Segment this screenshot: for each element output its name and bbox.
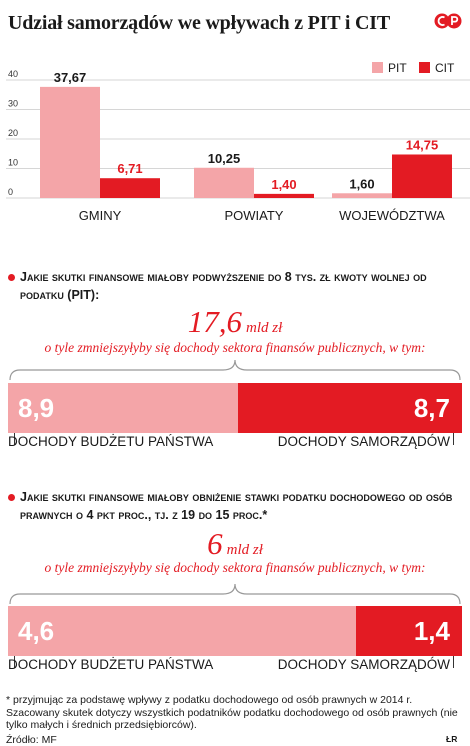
cit-label-state-budget: DOCHODY BUDŻETU PAŃSTWA — [8, 657, 214, 672]
source-note: Źródło: MF — [6, 734, 57, 746]
y-tick-label: 40 — [8, 69, 18, 79]
segment-local-gov: 1,4 — [356, 606, 462, 656]
cit-subtitle: o tyle zmniejszyłyby się dochody sektora… — [44, 560, 426, 575]
section-pit-heading: Jakie skutki finansowe miałoby podwyższe… — [20, 270, 427, 302]
pit-total-line: 17,6 mld zł — [0, 304, 470, 340]
bar-cit — [100, 178, 160, 198]
data-label: 1,40 — [271, 177, 296, 192]
y-tick-label: 30 — [8, 99, 18, 109]
category-label: POWIATY — [225, 208, 284, 223]
data-label: 6,71 — [117, 161, 142, 176]
chart-title: Udział samorządów we wpływach z PIT i CI… — [8, 12, 390, 34]
bar-pit — [194, 167, 254, 198]
segment-value: 8,7 — [413, 393, 450, 423]
y-tick-label: 20 — [8, 128, 18, 138]
pit-split-bar: 8,9 8,7 — [8, 383, 462, 433]
category-label: WOJEWÓDZTWA — [339, 208, 445, 223]
tick-left-pit — [14, 433, 15, 445]
section-cit-heading: Jakie skutki finansowe miałoby obniżenie… — [20, 490, 453, 522]
pit-label-state-budget: DOCHODY BUDŻETU PAŃSTWA — [8, 434, 214, 449]
y-tick-label: 10 — [8, 158, 18, 168]
legend-label-cit: CIT — [435, 61, 455, 75]
segment-value: 8,9 — [18, 393, 55, 423]
legend-swatch-cit — [419, 62, 430, 73]
data-label: 10,25 — [208, 151, 241, 166]
data-label: 37,67 — [54, 70, 87, 85]
bar-pit — [332, 193, 392, 198]
segment-value: 1,4 — [413, 616, 450, 646]
segment-state-budget: 4,6 — [8, 606, 357, 656]
legend-swatch-pit — [372, 62, 383, 73]
publisher-logo — [434, 12, 462, 30]
segment-value: 4,6 — [18, 616, 55, 646]
data-label: 1,60 — [349, 176, 374, 191]
cit-label-local-gov: DOCHODY SAMORZĄDÓW — [277, 657, 450, 672]
pit-subtitle: o tyle zmniejszyłyby się dochody sektora… — [44, 340, 426, 355]
footnote: * przyjmując za podstawę wpływy z podatk… — [6, 694, 458, 731]
bar-cit — [254, 193, 314, 198]
legend-label-pit: PIT — [388, 61, 407, 75]
pit-total-value: 17,6 — [187, 304, 242, 339]
author-initials: ŁR — [446, 734, 458, 744]
bar-cit — [392, 154, 452, 198]
data-label: 14,75 — [406, 137, 439, 152]
cit-brace — [9, 583, 461, 605]
pit-total-unit: mld zł — [245, 320, 283, 336]
tick-right-cit — [453, 656, 454, 668]
tick-right-pit — [453, 433, 454, 445]
segment-local-gov: 8,7 — [237, 383, 462, 433]
bullet-dot — [8, 274, 15, 281]
cit-total-line: 6 mld zł — [0, 526, 470, 562]
bar-pit — [40, 86, 100, 198]
tick-left-cit — [14, 656, 15, 668]
bullet-dot — [8, 494, 15, 501]
pit-label-local-gov: DOCHODY SAMORZĄDÓW — [277, 434, 450, 449]
cit-total-unit: mld zł — [226, 542, 263, 558]
category-label: GMINY — [79, 208, 122, 223]
cit-total-value: 6 — [207, 526, 223, 561]
grouped-bar-chart: PIT CIT 0 10 20 30 40 37,67 6,71 10,25 1,40 1,60… — [6, 61, 470, 223]
cit-split-bar: 4,6 1,4 — [8, 606, 462, 656]
y-tick-label: 0 — [8, 187, 13, 197]
pit-brace — [9, 359, 461, 381]
segment-state-budget: 8,9 — [8, 383, 238, 433]
legend: PIT CIT — [372, 61, 455, 75]
